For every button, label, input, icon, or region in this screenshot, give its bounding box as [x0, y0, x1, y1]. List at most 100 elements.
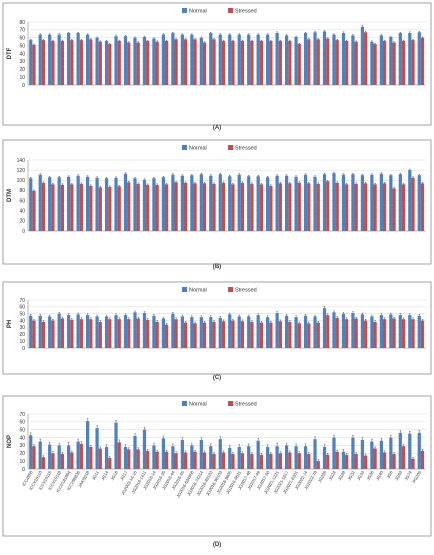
bar	[193, 39, 197, 85]
y-tick-label: 70	[19, 412, 25, 418]
bar	[228, 34, 232, 85]
bar	[237, 34, 241, 85]
bar	[341, 174, 346, 231]
y-axis-label: PH	[7, 320, 13, 328]
bar	[417, 175, 421, 231]
bar	[218, 34, 222, 85]
x-tick-label: JG24	[328, 469, 338, 481]
x-tick-label: JG16	[110, 469, 120, 481]
bar	[278, 453, 282, 469]
legend-swatch	[182, 401, 187, 406]
bar	[98, 321, 102, 348]
bar	[114, 422, 118, 469]
bar	[345, 40, 349, 85]
bar	[76, 33, 80, 85]
bar	[48, 34, 52, 85]
bar	[146, 184, 150, 231]
legend-label: Stressed	[235, 146, 257, 152]
bar	[108, 186, 112, 231]
bar	[284, 315, 289, 348]
bar	[373, 184, 377, 231]
bar	[85, 421, 90, 469]
bar	[41, 321, 46, 348]
legend-label: Stressed	[235, 288, 257, 294]
bar	[171, 313, 175, 348]
bar	[408, 33, 412, 85]
bar	[420, 320, 425, 348]
x-tick-label: JG11	[91, 469, 101, 480]
bar	[373, 44, 377, 85]
bar	[89, 39, 93, 85]
bar	[401, 40, 406, 85]
bar	[332, 437, 336, 469]
bar	[256, 34, 260, 85]
y-tick-label: 50	[19, 428, 25, 434]
bar	[351, 313, 355, 348]
bar	[240, 321, 245, 348]
bar	[67, 315, 71, 348]
bar	[193, 451, 197, 469]
y-tick-label: 20	[19, 451, 25, 457]
bar	[408, 170, 412, 231]
bar	[38, 34, 42, 85]
bar	[38, 174, 42, 231]
bar	[202, 183, 207, 231]
bar	[165, 324, 169, 348]
bar	[133, 37, 137, 85]
bar	[364, 455, 368, 469]
bar	[247, 316, 251, 348]
bar	[218, 174, 222, 231]
bar	[202, 42, 207, 85]
bar	[180, 439, 184, 469]
bar	[237, 447, 241, 469]
bar	[70, 319, 74, 348]
bar	[180, 175, 184, 231]
bar	[60, 184, 65, 231]
bar	[146, 40, 150, 85]
bar	[155, 451, 159, 469]
bar	[199, 174, 203, 231]
bar	[165, 40, 169, 85]
bar	[288, 321, 292, 348]
bar	[212, 321, 216, 348]
bar	[398, 315, 402, 348]
bar	[57, 445, 61, 469]
bar	[212, 183, 216, 231]
legend-swatch	[228, 287, 233, 292]
y-tick-label: 120	[17, 168, 26, 174]
bar	[370, 41, 374, 85]
bar	[171, 174, 175, 231]
bar	[209, 33, 213, 85]
bar	[155, 184, 159, 231]
y-tick-label: 30	[19, 325, 25, 331]
x-tick-label: JG36	[365, 469, 375, 481]
bar	[136, 42, 140, 85]
bar	[180, 34, 184, 85]
bar	[401, 184, 406, 231]
bar	[161, 177, 166, 231]
bar	[326, 315, 330, 348]
bar	[284, 35, 289, 85]
bar	[351, 174, 355, 231]
x-tick-label: JG14	[100, 469, 110, 481]
bar	[408, 315, 412, 348]
bar	[354, 41, 358, 85]
bar	[275, 175, 279, 231]
x-tick-label: JG74	[403, 469, 413, 481]
y-tick-label: 60	[19, 36, 25, 42]
bar	[326, 38, 330, 85]
bar	[199, 37, 203, 85]
bar	[89, 447, 93, 469]
y-tick-label: 40	[19, 209, 25, 215]
bar	[133, 312, 137, 348]
bar	[48, 444, 52, 469]
bar	[294, 176, 298, 231]
bar	[67, 445, 71, 469]
bar	[417, 432, 421, 469]
bar	[231, 40, 235, 85]
bar	[411, 40, 415, 85]
bar	[389, 175, 393, 231]
y-tick-label: 20	[19, 332, 25, 338]
